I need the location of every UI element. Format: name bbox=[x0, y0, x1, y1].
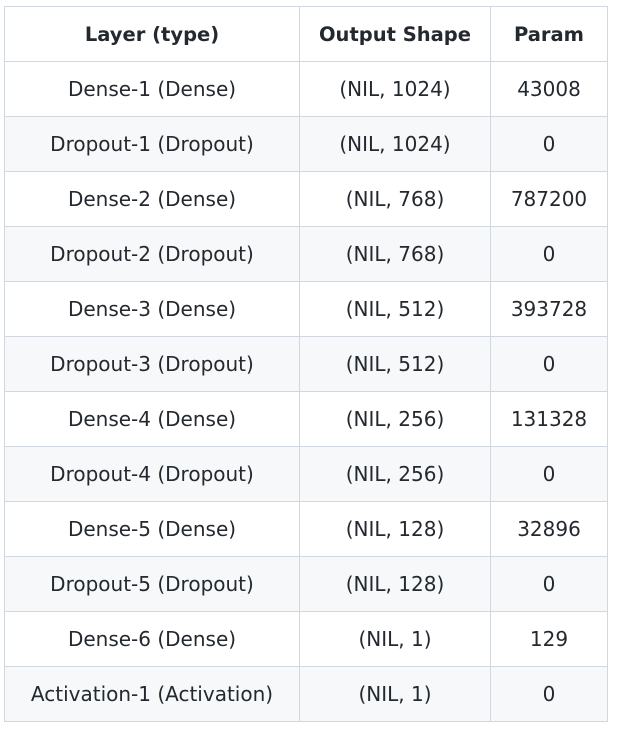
cell-output-shape: (NIL, 256) bbox=[299, 391, 491, 447]
cell-output-shape: (NIL, 768) bbox=[299, 171, 491, 227]
cell-output-shape: (NIL, 512) bbox=[299, 281, 491, 337]
cell-output-shape: (NIL, 512) bbox=[299, 336, 491, 392]
cell-param: 787200 bbox=[490, 171, 608, 227]
header-row: Layer (type) Output Shape Param bbox=[4, 6, 608, 62]
cell-param: 32896 bbox=[490, 501, 608, 557]
cell-layer-type: Dropout-5 (Dropout) bbox=[4, 556, 300, 612]
table-body: Dense-1 (Dense) (NIL, 1024) 43008 Dropou… bbox=[4, 61, 608, 722]
table-header: Layer (type) Output Shape Param bbox=[4, 6, 608, 62]
cell-param: 0 bbox=[490, 666, 608, 722]
cell-param: 0 bbox=[490, 116, 608, 172]
cell-layer-type: Dense-1 (Dense) bbox=[4, 61, 300, 117]
cell-output-shape: (NIL, 1024) bbox=[299, 61, 491, 117]
header-layer-type: Layer (type) bbox=[4, 6, 300, 62]
cell-layer-type: Activation-1 (Activation) bbox=[4, 666, 300, 722]
cell-param: 131328 bbox=[490, 391, 608, 447]
cell-output-shape: (NIL, 768) bbox=[299, 226, 491, 282]
cell-layer-type: Dense-3 (Dense) bbox=[4, 281, 300, 337]
header-param: Param bbox=[490, 6, 608, 62]
cell-layer-type: Dropout-1 (Dropout) bbox=[4, 116, 300, 172]
cell-param: 0 bbox=[490, 446, 608, 502]
cell-layer-type: Dropout-3 (Dropout) bbox=[4, 336, 300, 392]
cell-param: 43008 bbox=[490, 61, 608, 117]
cell-layer-type: Dropout-4 (Dropout) bbox=[4, 446, 300, 502]
cell-output-shape: (NIL, 1) bbox=[299, 611, 491, 667]
cell-param: 0 bbox=[490, 556, 608, 612]
cell-output-shape: (NIL, 256) bbox=[299, 446, 491, 502]
table-row: Activation-1 (Activation) (NIL, 1) 0 bbox=[4, 666, 608, 722]
cell-param: 0 bbox=[490, 226, 608, 282]
cell-param: 129 bbox=[490, 611, 608, 667]
table-row: Dense-4 (Dense) (NIL, 256) 131328 bbox=[4, 391, 608, 447]
table-row: Dense-1 (Dense) (NIL, 1024) 43008 bbox=[4, 61, 608, 117]
cell-param: 0 bbox=[490, 336, 608, 392]
model-summary-table-container: Layer (type) Output Shape Param Dense-1 … bbox=[4, 6, 608, 722]
table-row: Dense-5 (Dense) (NIL, 128) 32896 bbox=[4, 501, 608, 557]
cell-output-shape: (NIL, 128) bbox=[299, 556, 491, 612]
header-output-shape: Output Shape bbox=[299, 6, 491, 62]
cell-param: 393728 bbox=[490, 281, 608, 337]
table-row: Dropout-4 (Dropout) (NIL, 256) 0 bbox=[4, 446, 608, 502]
cell-output-shape: (NIL, 1024) bbox=[299, 116, 491, 172]
table-row: Dense-6 (Dense) (NIL, 1) 129 bbox=[4, 611, 608, 667]
cell-layer-type: Dropout-2 (Dropout) bbox=[4, 226, 300, 282]
table-row: Dense-2 (Dense) (NIL, 768) 787200 bbox=[4, 171, 608, 227]
cell-output-shape: (NIL, 128) bbox=[299, 501, 491, 557]
table-row: Dropout-1 (Dropout) (NIL, 1024) 0 bbox=[4, 116, 608, 172]
model-summary-table: Layer (type) Output Shape Param Dense-1 … bbox=[4, 6, 608, 722]
table-row: Dropout-3 (Dropout) (NIL, 512) 0 bbox=[4, 336, 608, 392]
table-row: Dense-3 (Dense) (NIL, 512) 393728 bbox=[4, 281, 608, 337]
cell-layer-type: Dense-5 (Dense) bbox=[4, 501, 300, 557]
table-row: Dropout-5 (Dropout) (NIL, 128) 0 bbox=[4, 556, 608, 612]
table-row: Dropout-2 (Dropout) (NIL, 768) 0 bbox=[4, 226, 608, 282]
cell-output-shape: (NIL, 1) bbox=[299, 666, 491, 722]
cell-layer-type: Dense-2 (Dense) bbox=[4, 171, 300, 227]
cell-layer-type: Dense-4 (Dense) bbox=[4, 391, 300, 447]
cell-layer-type: Dense-6 (Dense) bbox=[4, 611, 300, 667]
